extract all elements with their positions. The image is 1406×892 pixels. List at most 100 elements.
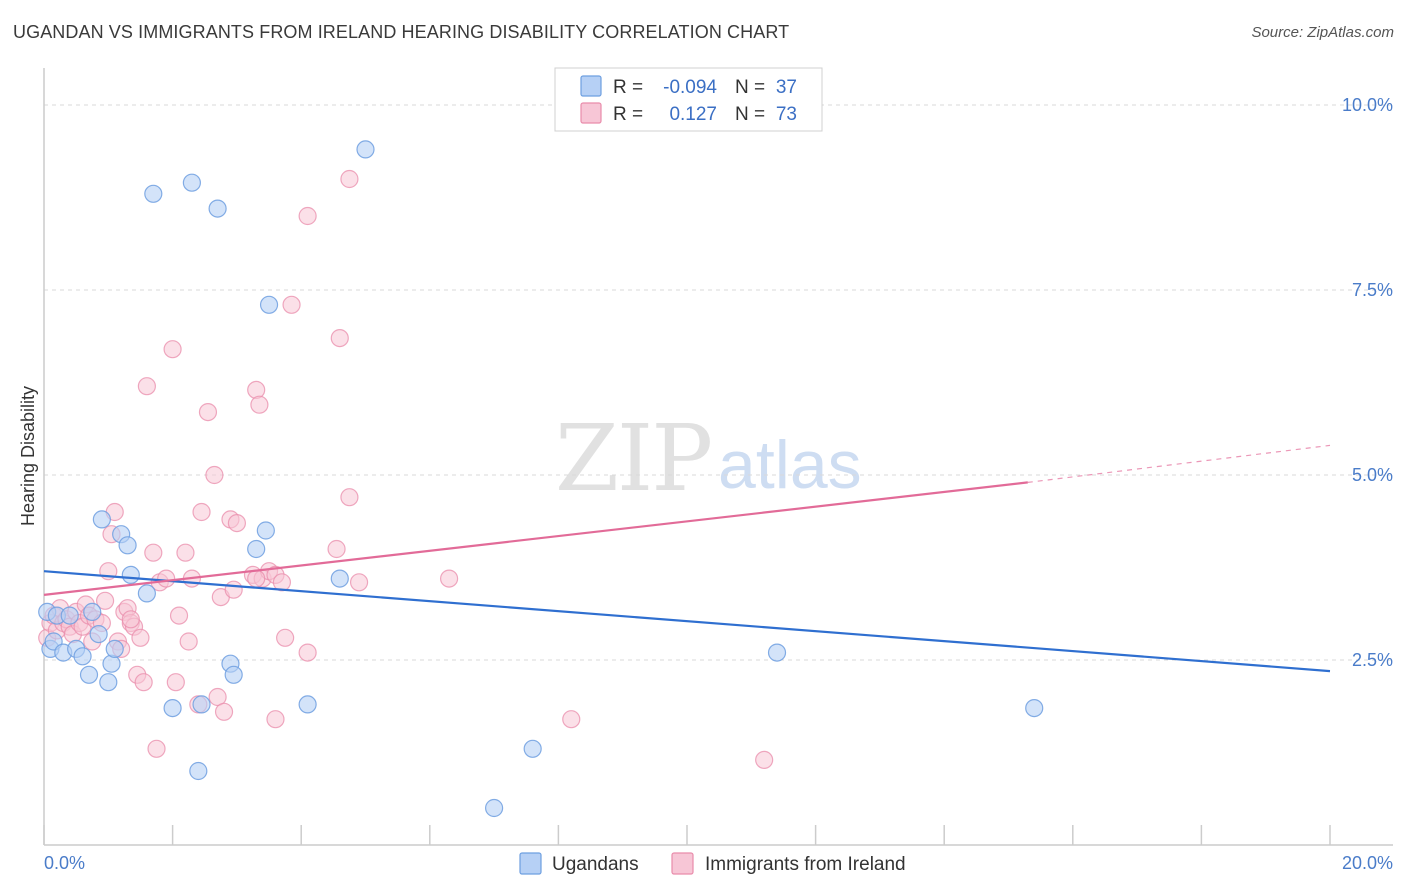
ugandans-trend-line <box>43 570 1331 673</box>
bottom-legend-label-ireland: Immigrants from Ireland <box>705 854 906 875</box>
series-ugandans-points <box>38 140 1044 818</box>
ireland-point-66 <box>340 169 359 189</box>
ugandans-point-19 <box>144 184 163 203</box>
series-legend: Ugandans Immigrants from Ireland <box>519 852 906 875</box>
watermark-zip: ZIP <box>555 405 711 512</box>
ugandans-point-5 <box>60 606 79 625</box>
ugandans-point-22 <box>189 761 208 781</box>
ireland-point-17 <box>95 591 115 610</box>
ugandans-point-29 <box>259 295 279 314</box>
legend-r-label-1: R = <box>613 77 643 98</box>
ireland-point-35 <box>163 340 182 359</box>
ireland-point-63 <box>327 539 346 559</box>
ugandans-point-14 <box>105 639 124 659</box>
ugandans-point-8 <box>79 665 99 684</box>
y-tick-label-0: 2.5% <box>1352 650 1393 670</box>
legend-r-value-2: 0.127 <box>669 104 717 125</box>
ireland-point-70 <box>755 750 774 770</box>
y-tick-label-2: 7.5% <box>1352 280 1393 300</box>
watermark-atlas: atlas <box>718 427 862 503</box>
legend-n-value-2: 73 <box>776 104 797 125</box>
bottom-legend-swatch-ireland <box>671 852 694 875</box>
ireland-point-67 <box>349 573 369 592</box>
ireland-point-60 <box>282 295 301 314</box>
x-ticks <box>43 825 1331 845</box>
ireland-point-42 <box>192 502 211 522</box>
y-axis-label: Hearing Disability <box>18 386 38 526</box>
ireland-point-62 <box>298 643 317 662</box>
x-tick-label-min: 0.0% <box>44 853 85 873</box>
ireland-point-58 <box>266 710 285 729</box>
ugandans-point-9 <box>83 602 102 622</box>
x-tick-label-max: 20.0% <box>1342 853 1393 873</box>
ugandans-point-7 <box>73 647 92 666</box>
ireland-point-37 <box>169 606 189 625</box>
ugandans-point-13 <box>102 654 121 673</box>
ugandans-point-33 <box>523 739 542 758</box>
ireland-point-31 <box>144 543 163 562</box>
ireland-point-64 <box>330 329 349 348</box>
ugandans-point-30 <box>298 695 317 714</box>
ireland-point-59 <box>276 628 295 647</box>
ugandans-point-11 <box>92 510 111 529</box>
ugandans-point-27 <box>247 539 266 559</box>
legend-n-label-2: N = <box>735 104 765 125</box>
ireland-point-44 <box>205 465 224 485</box>
ugandans-point-12 <box>99 673 118 692</box>
y-tick-label-1: 5.0% <box>1352 465 1393 485</box>
correlation-legend: R = -0.094 N = 37 R = 0.127 N = 73 <box>554 67 823 132</box>
ireland-point-38 <box>176 543 195 562</box>
ireland-point-29 <box>134 673 153 692</box>
ugandans-point-20 <box>163 698 182 718</box>
ugandans-point-31 <box>330 569 349 588</box>
ireland-point-50 <box>227 513 246 533</box>
ugandans-point-26 <box>224 665 243 684</box>
ugandans-point-23 <box>192 695 211 714</box>
legend-r-label-2: R = <box>613 104 643 125</box>
ireland-point-53 <box>250 395 269 414</box>
ireland-point-28 <box>131 628 150 647</box>
ugandans-point-32 <box>356 140 375 159</box>
ireland-point-39 <box>179 632 198 651</box>
chart-title: UGANDAN VS IMMIGRANTS FROM IRELAND HEARI… <box>13 22 790 42</box>
ugandans-point-34 <box>485 798 504 818</box>
axes <box>43 68 1393 846</box>
ireland-trend-line-extension <box>1027 444 1331 483</box>
ireland-point-43 <box>198 403 218 422</box>
ugandans-point-36 <box>1025 698 1044 718</box>
ireland-point-36 <box>166 673 185 692</box>
ireland-point-34 <box>157 569 176 588</box>
ireland-point-61 <box>298 206 317 226</box>
ugandans-point-35 <box>767 643 787 662</box>
ugandans-point-17 <box>121 565 140 585</box>
y-tick-label-3: 10.0% <box>1342 95 1393 115</box>
ireland-point-71 <box>247 569 266 588</box>
ugandans-point-10 <box>89 624 108 644</box>
trend-lines <box>43 444 1331 673</box>
ireland-point-57 <box>272 573 292 592</box>
source-label: Source: ZipAtlas.com <box>1251 24 1394 41</box>
ireland-point-32 <box>147 739 166 758</box>
legend-swatch-ugandans <box>580 75 602 97</box>
ireland-point-68 <box>439 569 459 588</box>
legend-r-value-1: -0.094 <box>663 77 717 98</box>
legend-n-value-1: 37 <box>776 77 797 98</box>
ugandans-point-28 <box>256 521 275 540</box>
ireland-point-72 <box>121 610 140 629</box>
ugandans-point-21 <box>182 173 201 192</box>
watermark: ZIP atlas <box>555 405 862 512</box>
ireland-trend-line <box>43 481 1028 596</box>
bottom-legend-label-ugandans: Ugandans <box>552 854 639 875</box>
y-tick-labels: 2.5% 5.0% 7.5% 10.0% <box>1342 95 1393 670</box>
legend-swatch-ireland <box>580 102 602 124</box>
legend-n-label-1: N = <box>735 77 765 98</box>
ugandans-point-18 <box>137 584 156 603</box>
ireland-point-52 <box>247 380 266 399</box>
bottom-legend-swatch-ugandans <box>519 852 542 875</box>
ugandans-point-24 <box>208 199 227 218</box>
ireland-point-49 <box>224 580 243 599</box>
ireland-point-30 <box>137 377 156 396</box>
ireland-point-69 <box>562 710 581 729</box>
ugandans-point-16 <box>118 536 137 555</box>
